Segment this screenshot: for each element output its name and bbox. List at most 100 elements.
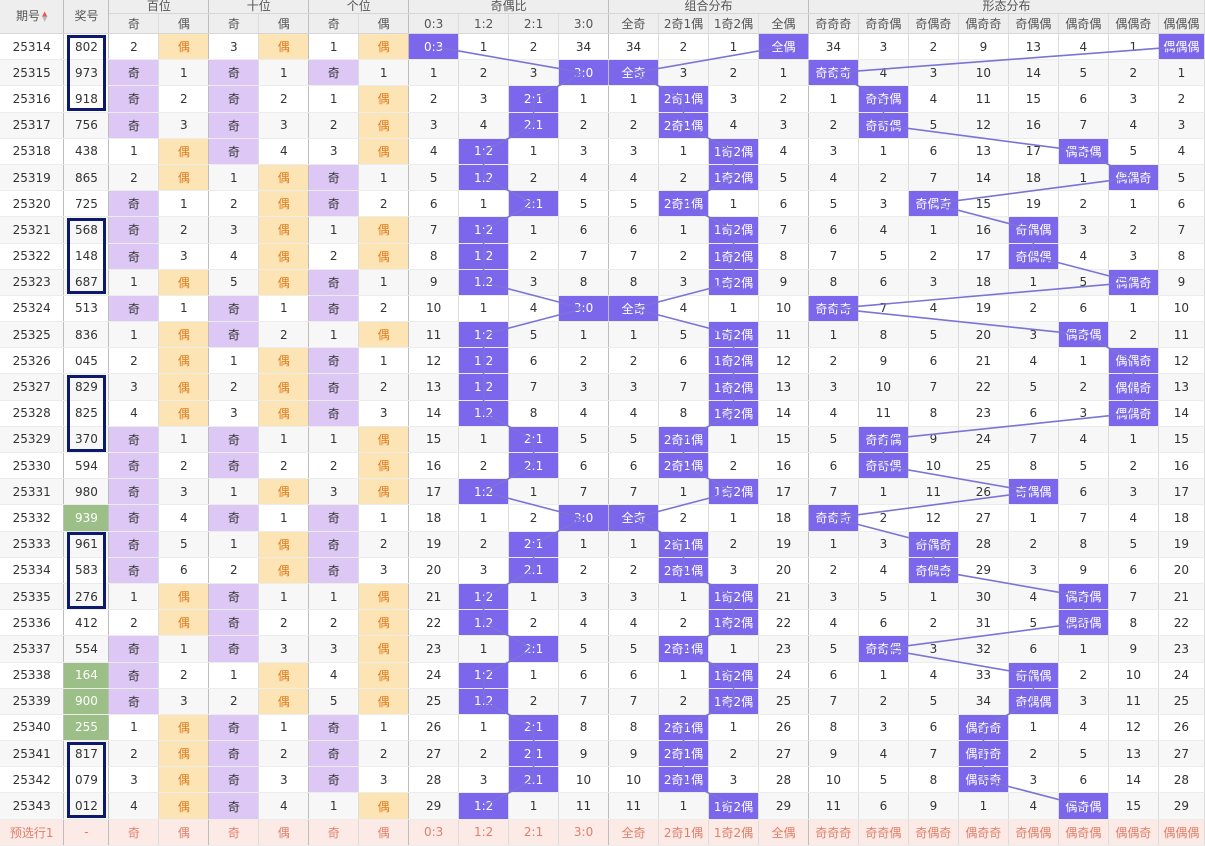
qihao-cell: 25343 xyxy=(0,792,65,820)
miss-count-cell: 11 xyxy=(858,400,909,427)
miss-count-cell: 6 xyxy=(608,452,659,480)
col-ge-header: 个位 xyxy=(308,0,410,14)
qihao-cell: 25338 xyxy=(0,662,65,689)
miss-count-cell: 5 xyxy=(908,321,959,349)
miss-count-cell: 2 xyxy=(1008,531,1059,558)
hit-cell: 偶奇偶 xyxy=(1058,321,1109,349)
preselect-option[interactable]: 奇 xyxy=(108,818,160,846)
miss-count-cell: 1 xyxy=(158,59,210,87)
miss-count-cell: 2 xyxy=(1158,85,1205,113)
preselect-option[interactable]: 奇偶奇 xyxy=(908,818,959,846)
qihao-cell: 25339 xyxy=(0,687,65,715)
miss-count-cell: 7 xyxy=(508,373,560,401)
preselect-option[interactable]: 全偶 xyxy=(758,818,809,846)
miss-count-cell: 8 xyxy=(758,243,809,270)
qihao-cell: 25341 xyxy=(0,740,65,768)
miss-count-cell: 33 xyxy=(958,662,1009,689)
preselect-option[interactable]: 偶 xyxy=(258,818,310,846)
miss-count-cell: 26 xyxy=(758,714,809,742)
table-row: 25327 829 3 偶 2 偶奇 2 13 1:2 7 3 3 7 1奇2偶 13 3 10 7 22 5 2 偶偶奇… xyxy=(0,373,1205,401)
preselect-option[interactable]: 偶偶偶 xyxy=(1158,818,1205,846)
even-hit-cell: 偶 xyxy=(158,583,210,611)
preselect-option[interactable]: 奇 xyxy=(208,818,260,846)
miss-count-cell: 3 xyxy=(358,556,410,584)
miss-count-cell: 1 xyxy=(308,216,360,244)
miss-count-cell: 3 xyxy=(358,766,410,794)
miss-count-cell: 1 xyxy=(608,531,659,558)
miss-count-cell: 11 xyxy=(1158,321,1205,349)
hit-cell: 奇奇奇 xyxy=(808,504,859,532)
miss-count-cell: 2 xyxy=(908,33,959,61)
preselect-option[interactable]: 3:0 xyxy=(558,818,610,846)
miss-count-cell: 14 xyxy=(1008,59,1059,87)
hit-cell: 奇偶奇 xyxy=(908,556,959,584)
winning-number-cell: 939 xyxy=(63,504,110,532)
even-hit-cell: 偶 xyxy=(158,609,210,637)
miss-count-cell: 6 xyxy=(608,216,659,244)
miss-count-cell: 1 xyxy=(258,425,310,454)
sort-up-active-icon[interactable]: ▲ ▼ xyxy=(42,9,48,23)
miss-count-cell: 6 xyxy=(1108,556,1159,584)
miss-count-cell: 11 xyxy=(558,792,610,820)
preselect-row[interactable]: 预选行1- 奇偶奇偶奇偶 0:3 1:2 2:1 3:0 全奇 2奇1偶 1奇2偶 全偶 奇奇奇 奇奇… xyxy=(0,818,1205,846)
miss-count-cell: 1 xyxy=(308,792,360,820)
hit-cell: 奇奇奇 xyxy=(808,59,859,87)
table-row: 25317 756 奇 3 奇 3 2 偶 3 4 2:1 2 2 2奇1偶 4 3 2 奇奇偶 5 12 16 7 4 3 xyxy=(0,112,1205,139)
preselect-option[interactable]: 偶奇奇 xyxy=(958,818,1009,846)
winning-number-cell: 276 xyxy=(63,583,110,611)
miss-count-cell: 2 xyxy=(208,687,260,715)
hit-cell: 2奇1偶 xyxy=(658,452,709,480)
even-hit-cell: 偶 xyxy=(258,243,310,270)
miss-count-cell: 5 xyxy=(1108,531,1159,558)
preselect-option[interactable]: 全奇 xyxy=(608,818,659,846)
preselect-option[interactable]: 偶 xyxy=(358,818,410,846)
miss-count-cell: 3 xyxy=(1108,243,1159,270)
preselect-option[interactable]: 2:1 xyxy=(508,818,560,846)
miss-count-cell: 1 xyxy=(508,138,560,165)
odd-hit-cell: 奇 xyxy=(208,792,260,820)
miss-count-cell: 2 xyxy=(358,531,410,558)
miss-count-cell: 4 xyxy=(1158,138,1205,165)
preselect-option[interactable]: 1奇2偶 xyxy=(708,818,759,846)
miss-count-cell: 3 xyxy=(1058,400,1109,427)
miss-count-cell: 1 xyxy=(208,478,260,506)
preselect-option[interactable]: 2奇1偶 xyxy=(658,818,709,846)
hit-cell: 1:2 xyxy=(458,583,510,611)
preselect-option[interactable]: 奇偶偶 xyxy=(1008,818,1059,846)
preselect-option[interactable]: 奇奇奇 xyxy=(808,818,859,846)
preselect-option[interactable]: 偶奇偶 xyxy=(1058,818,1109,846)
preselect-option[interactable]: 0:3 xyxy=(408,818,460,846)
winning-number-cell: 973 xyxy=(63,59,110,87)
miss-count-cell: 1 xyxy=(708,714,759,742)
preselect-option[interactable]: 奇奇偶 xyxy=(858,818,909,846)
miss-count-cell: 7 xyxy=(908,740,959,768)
miss-count-cell: 1 xyxy=(558,85,610,113)
miss-count-cell: 15 xyxy=(958,190,1009,218)
table-row: 25343 012 4 偶奇 4 1 偶 29 1:2 1 11 11 1 1奇2偶 29 11 6 9 1 4 偶奇偶… xyxy=(0,792,1205,820)
preselect-option[interactable]: 偶偶奇 xyxy=(1108,818,1159,846)
miss-count-cell: 1 xyxy=(158,294,210,323)
miss-count-cell: 3 xyxy=(208,400,260,427)
miss-count-cell: 29 xyxy=(758,792,809,820)
col-qihao-label: 期号 xyxy=(16,9,41,23)
preselect-option[interactable]: 奇 xyxy=(308,818,360,846)
subheader-cell: 0:3 xyxy=(408,13,460,34)
miss-count-cell: 7 xyxy=(558,243,610,270)
miss-count-cell: 1 xyxy=(708,190,759,218)
miss-count-cell: 6 xyxy=(758,190,809,218)
hit-cell: 奇奇偶 xyxy=(858,635,909,663)
preselect-option[interactable]: 偶 xyxy=(158,818,210,846)
miss-count-cell: 1 xyxy=(208,662,260,689)
preselect-option[interactable]: 1:2 xyxy=(458,818,510,846)
miss-count-cell: 17 xyxy=(1158,478,1205,506)
miss-count-cell: 2 xyxy=(258,321,310,349)
hit-cell: 2:1 xyxy=(508,85,560,113)
miss-count-cell: 3 xyxy=(658,59,709,87)
subheader-cell: 偶奇奇 xyxy=(958,13,1009,34)
odd-hit-cell: 奇 xyxy=(108,85,160,113)
miss-count-cell: 11 xyxy=(908,478,959,506)
col-shi-header: 十位 xyxy=(208,0,310,14)
col-qihao-header[interactable]: 期号 ▲ ▼ xyxy=(0,0,65,34)
miss-count-cell: 1 xyxy=(908,216,959,244)
hit-cell: 1:2 xyxy=(458,662,510,689)
